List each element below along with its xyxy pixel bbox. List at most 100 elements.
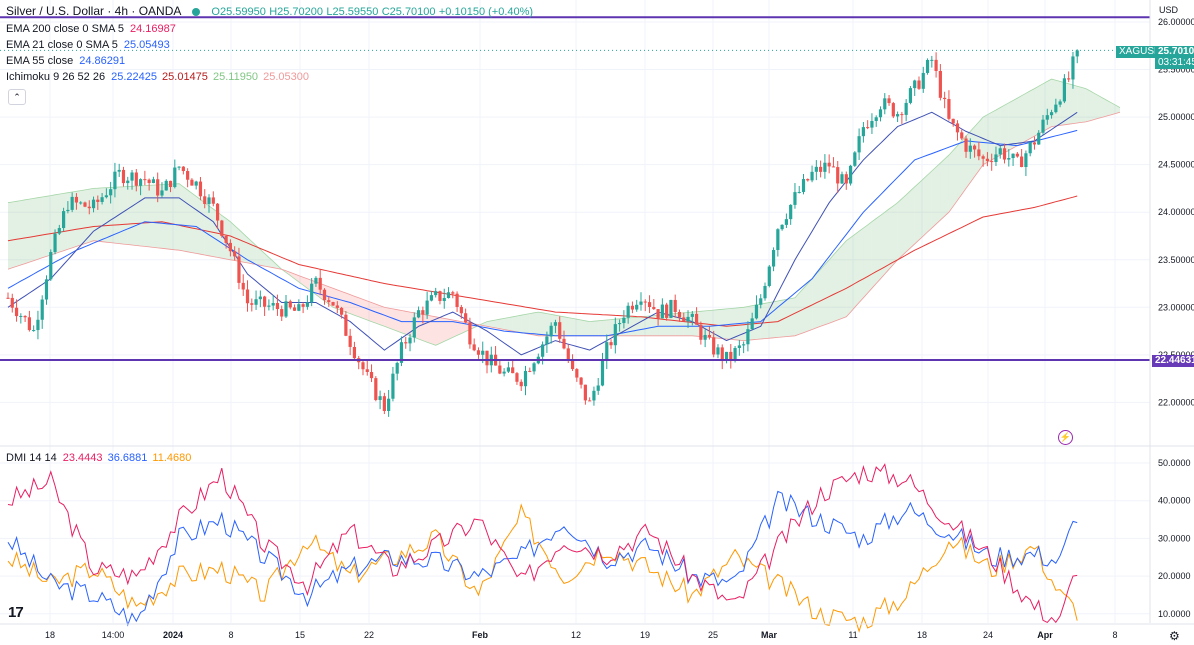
gear-icon[interactable]: ⚙ (1169, 629, 1180, 643)
cloud-segment (33, 196, 43, 261)
dmi-tick-label: 40.0000 (1158, 496, 1191, 506)
cloud-segment (777, 299, 787, 338)
cloud-segment (914, 178, 924, 244)
cloud-segment (179, 183, 188, 252)
candle-body (220, 220, 224, 236)
cloud-segment (948, 145, 958, 213)
cloud-segment (769, 300, 778, 339)
candle-body (639, 301, 643, 305)
candle-body (352, 346, 357, 359)
candle-body (14, 307, 19, 317)
candle-body (1054, 104, 1058, 113)
candle-body (66, 209, 70, 212)
cloud-segment (119, 186, 128, 245)
candle-body (904, 102, 908, 115)
candle-body (647, 302, 652, 307)
candle-body (673, 299, 677, 312)
candle-body (314, 277, 318, 284)
cloud-segment (392, 308, 402, 333)
candle-body (263, 296, 267, 307)
cloud-segment (1034, 83, 1044, 137)
candle-body (369, 372, 374, 379)
cloud-segment (350, 294, 359, 317)
ema55-line (7, 129, 1078, 337)
collapse-legend-button[interactable]: ⌃ (8, 89, 26, 105)
tradingview-logo-icon[interactable]: 17 (8, 604, 24, 621)
candle-body (703, 334, 707, 340)
candle-body (583, 384, 587, 401)
cloud-segment (187, 190, 197, 254)
horizontal-lines[interactable] (0, 16, 1150, 361)
candle-body (446, 292, 451, 299)
candle-body (288, 301, 292, 308)
candle-body (665, 304, 669, 318)
candle-body (977, 149, 981, 157)
candle-body (707, 334, 712, 338)
candle-body (62, 211, 66, 229)
legend-value: 36.6881 (107, 452, 148, 464)
candle-body (40, 299, 44, 320)
candle-body (416, 310, 421, 318)
candle-body (930, 59, 934, 61)
cloud-segment (8, 201, 17, 270)
symbol-tag: XAGUSD (1116, 46, 1165, 58)
candle-body (797, 191, 801, 193)
lightning-icon[interactable]: ⚡ (1058, 430, 1073, 445)
candle-body (327, 300, 331, 303)
cloud-segment (786, 297, 795, 337)
candle-body (481, 350, 485, 355)
cloud-segment (606, 319, 616, 336)
candle-body (310, 283, 314, 303)
legend-label: DMI 14 14 (6, 452, 57, 464)
candle-body (836, 167, 840, 184)
candle-body (506, 367, 510, 372)
candle-body (451, 292, 455, 294)
candle-body (575, 369, 579, 378)
legend-ema21[interactable]: EMA 21 close 0 SMA 5 25.05493 (6, 38, 170, 53)
time-tick-label: 18 (917, 630, 927, 640)
legend-ema200[interactable]: EMA 200 close 0 SMA 5 24.16987 (6, 22, 176, 37)
price-tick-label: 23.50000 (1158, 255, 1194, 265)
candle-body (823, 162, 827, 172)
candle-body (874, 117, 878, 121)
cloud-segment (1008, 98, 1018, 151)
legend-ichimoku[interactable]: Ichimoku 9 26 52 26 25.22425 25.01475 25.… (6, 70, 309, 85)
cloud-segment (957, 136, 967, 201)
candle-body (126, 180, 130, 184)
symbol-title[interactable]: Silver / U.S. Dollar · 4h · OANDA (6, 4, 181, 18)
candle-body (887, 98, 891, 104)
candle-body (938, 70, 942, 98)
candle-body (335, 305, 339, 308)
legend-ema55[interactable]: EMA 55 close 24.86291 (6, 54, 125, 69)
candle-body (896, 114, 900, 117)
cloud-segment (25, 198, 34, 264)
candle-body (750, 318, 754, 330)
candle-body (515, 373, 519, 382)
candle-body (968, 145, 972, 152)
cloud-segment (358, 297, 368, 320)
dmi-tick-label: 10.0000 (1158, 609, 1191, 619)
candle-body (173, 167, 177, 188)
cloud-segment (1068, 83, 1078, 125)
cloud-segment (256, 245, 265, 267)
currency-label[interactable]: USD (1159, 5, 1179, 15)
candle-body (549, 325, 553, 337)
candle-body (79, 202, 83, 204)
time-tick-label: 18 (45, 630, 55, 640)
legend-dmi[interactable]: DMI 14 14 23.4443 36.6881 11.4680 (6, 451, 191, 466)
candle-body (660, 304, 664, 319)
candle-body (947, 99, 951, 119)
cloud-segment (649, 315, 659, 336)
candle-body (1020, 156, 1024, 168)
cloud-segment (529, 312, 539, 336)
candle-body (305, 302, 309, 307)
cloud-segment (589, 320, 599, 336)
candle-body (365, 369, 369, 373)
candle-body (677, 311, 682, 318)
candle-body (981, 156, 985, 159)
candle-body (921, 72, 925, 89)
candle-body (712, 337, 716, 355)
candle-body (331, 302, 335, 306)
candle-body (70, 196, 74, 210)
